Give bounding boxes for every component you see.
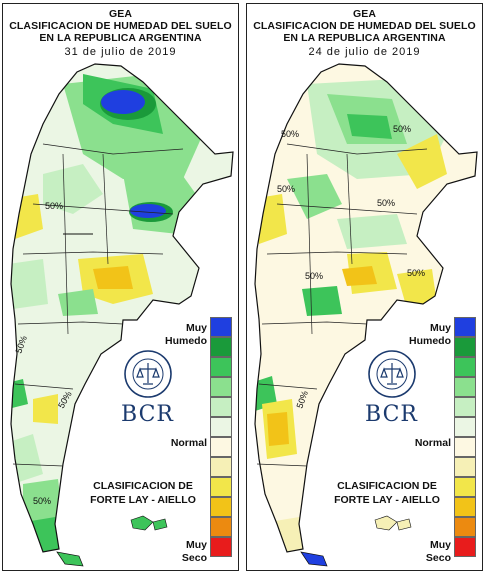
contour-label: 50% [277, 184, 295, 194]
legend-label-muy: Muy [430, 322, 451, 334]
legend-swatch [454, 377, 476, 397]
tierra-del-fuego [300, 551, 328, 567]
legend-swatch [210, 377, 232, 397]
org-title: GEA [108, 8, 133, 20]
bcr-logo-text: BCR [121, 402, 174, 427]
tierra-del-fuego [56, 551, 84, 567]
legend-swatch [454, 397, 476, 417]
malvinas-islands [374, 515, 412, 531]
bcr-seal-icon [368, 350, 416, 398]
moisture-color-legend [210, 317, 232, 557]
legend-swatch [210, 317, 232, 337]
legend-label-seco: Seco [425, 552, 451, 564]
org-title: GEA [352, 8, 377, 20]
map-title-line-1: CLASIFICACION DE HUMEDAD DEL SUELO [9, 20, 232, 32]
country-outline [10, 63, 234, 553]
legend-swatch [210, 337, 232, 357]
malvinas-islands [130, 515, 168, 531]
contour-label: 50% [33, 496, 51, 506]
legend-swatch [210, 477, 232, 497]
legend-swatch [454, 357, 476, 377]
contour-label: 50% [407, 268, 425, 278]
legend-swatch [454, 517, 476, 537]
map-title-line-1: CLASIFICACION DE HUMEDAD DEL SUELO [253, 20, 476, 32]
legend-swatch [454, 457, 476, 477]
bcr-seal-icon [124, 350, 172, 398]
legend-swatch [210, 417, 232, 437]
legend-label-humedo: Humedo [409, 335, 451, 347]
classification-title-line-2: FORTE LAY - AIELLO [334, 494, 440, 506]
argentina-moisture-map: 50% 50% 50% 50% 50% 50% 50% [254, 63, 478, 567]
contour-label: 50% [393, 124, 411, 134]
legend-label-muy: Muy [186, 539, 207, 551]
province-borders [12, 143, 184, 467]
legend-label-muy: Muy [186, 322, 207, 334]
map-panel-july-24: GEA CLASIFICACION DE HUMEDAD DEL SUELO E… [246, 3, 483, 571]
legend-swatch [454, 537, 476, 557]
legend-swatch [454, 477, 476, 497]
legend-label-normal: Normal [170, 437, 207, 449]
province-borders [256, 143, 428, 467]
map-date: 31 de julio de 2019 [64, 46, 177, 58]
legend-label-normal: Normal [414, 437, 451, 449]
bcr-logo-text: BCR [365, 402, 418, 427]
legend-swatch [210, 357, 232, 377]
legend-label-humedo: Humedo [165, 335, 207, 347]
classification-title-line-1: CLASIFICACION DE [93, 480, 193, 492]
legend-label-muy: Muy [430, 539, 451, 551]
legend-swatch [210, 437, 232, 457]
moisture-color-legend [454, 317, 476, 557]
legend-swatch [454, 417, 476, 437]
legend-swatch [454, 437, 476, 457]
legend-swatch [210, 457, 232, 477]
contour-label: 50% [305, 271, 323, 281]
contour-label: 50% [377, 198, 395, 208]
legend-swatch [210, 517, 232, 537]
argentina-moisture-map: 50% 50% 50% 50% [10, 63, 234, 567]
contour-label: 50% [45, 201, 63, 211]
legend-swatch [210, 537, 232, 557]
classification-title-line-2: FORTE LAY - AIELLO [90, 494, 196, 506]
legend-swatch [210, 397, 232, 417]
legend-swatch [454, 497, 476, 517]
country-outline [254, 63, 478, 553]
legend-swatch [454, 317, 476, 337]
legend-label-seco: Seco [181, 552, 207, 564]
map-title-line-2: EN LA REPUBLICA ARGENTINA [283, 32, 446, 44]
map-date: 24 de julio de 2019 [308, 46, 421, 58]
classification-title-line-1: CLASIFICACION DE [337, 480, 437, 492]
legend-swatch [454, 337, 476, 357]
map-panel-july-31: GEA CLASIFICACION DE HUMEDAD DEL SUELO E… [2, 3, 239, 571]
map-title-line-2: EN LA REPUBLICA ARGENTINA [39, 32, 202, 44]
legend-swatch [210, 497, 232, 517]
contour-label: 50% [281, 129, 299, 139]
